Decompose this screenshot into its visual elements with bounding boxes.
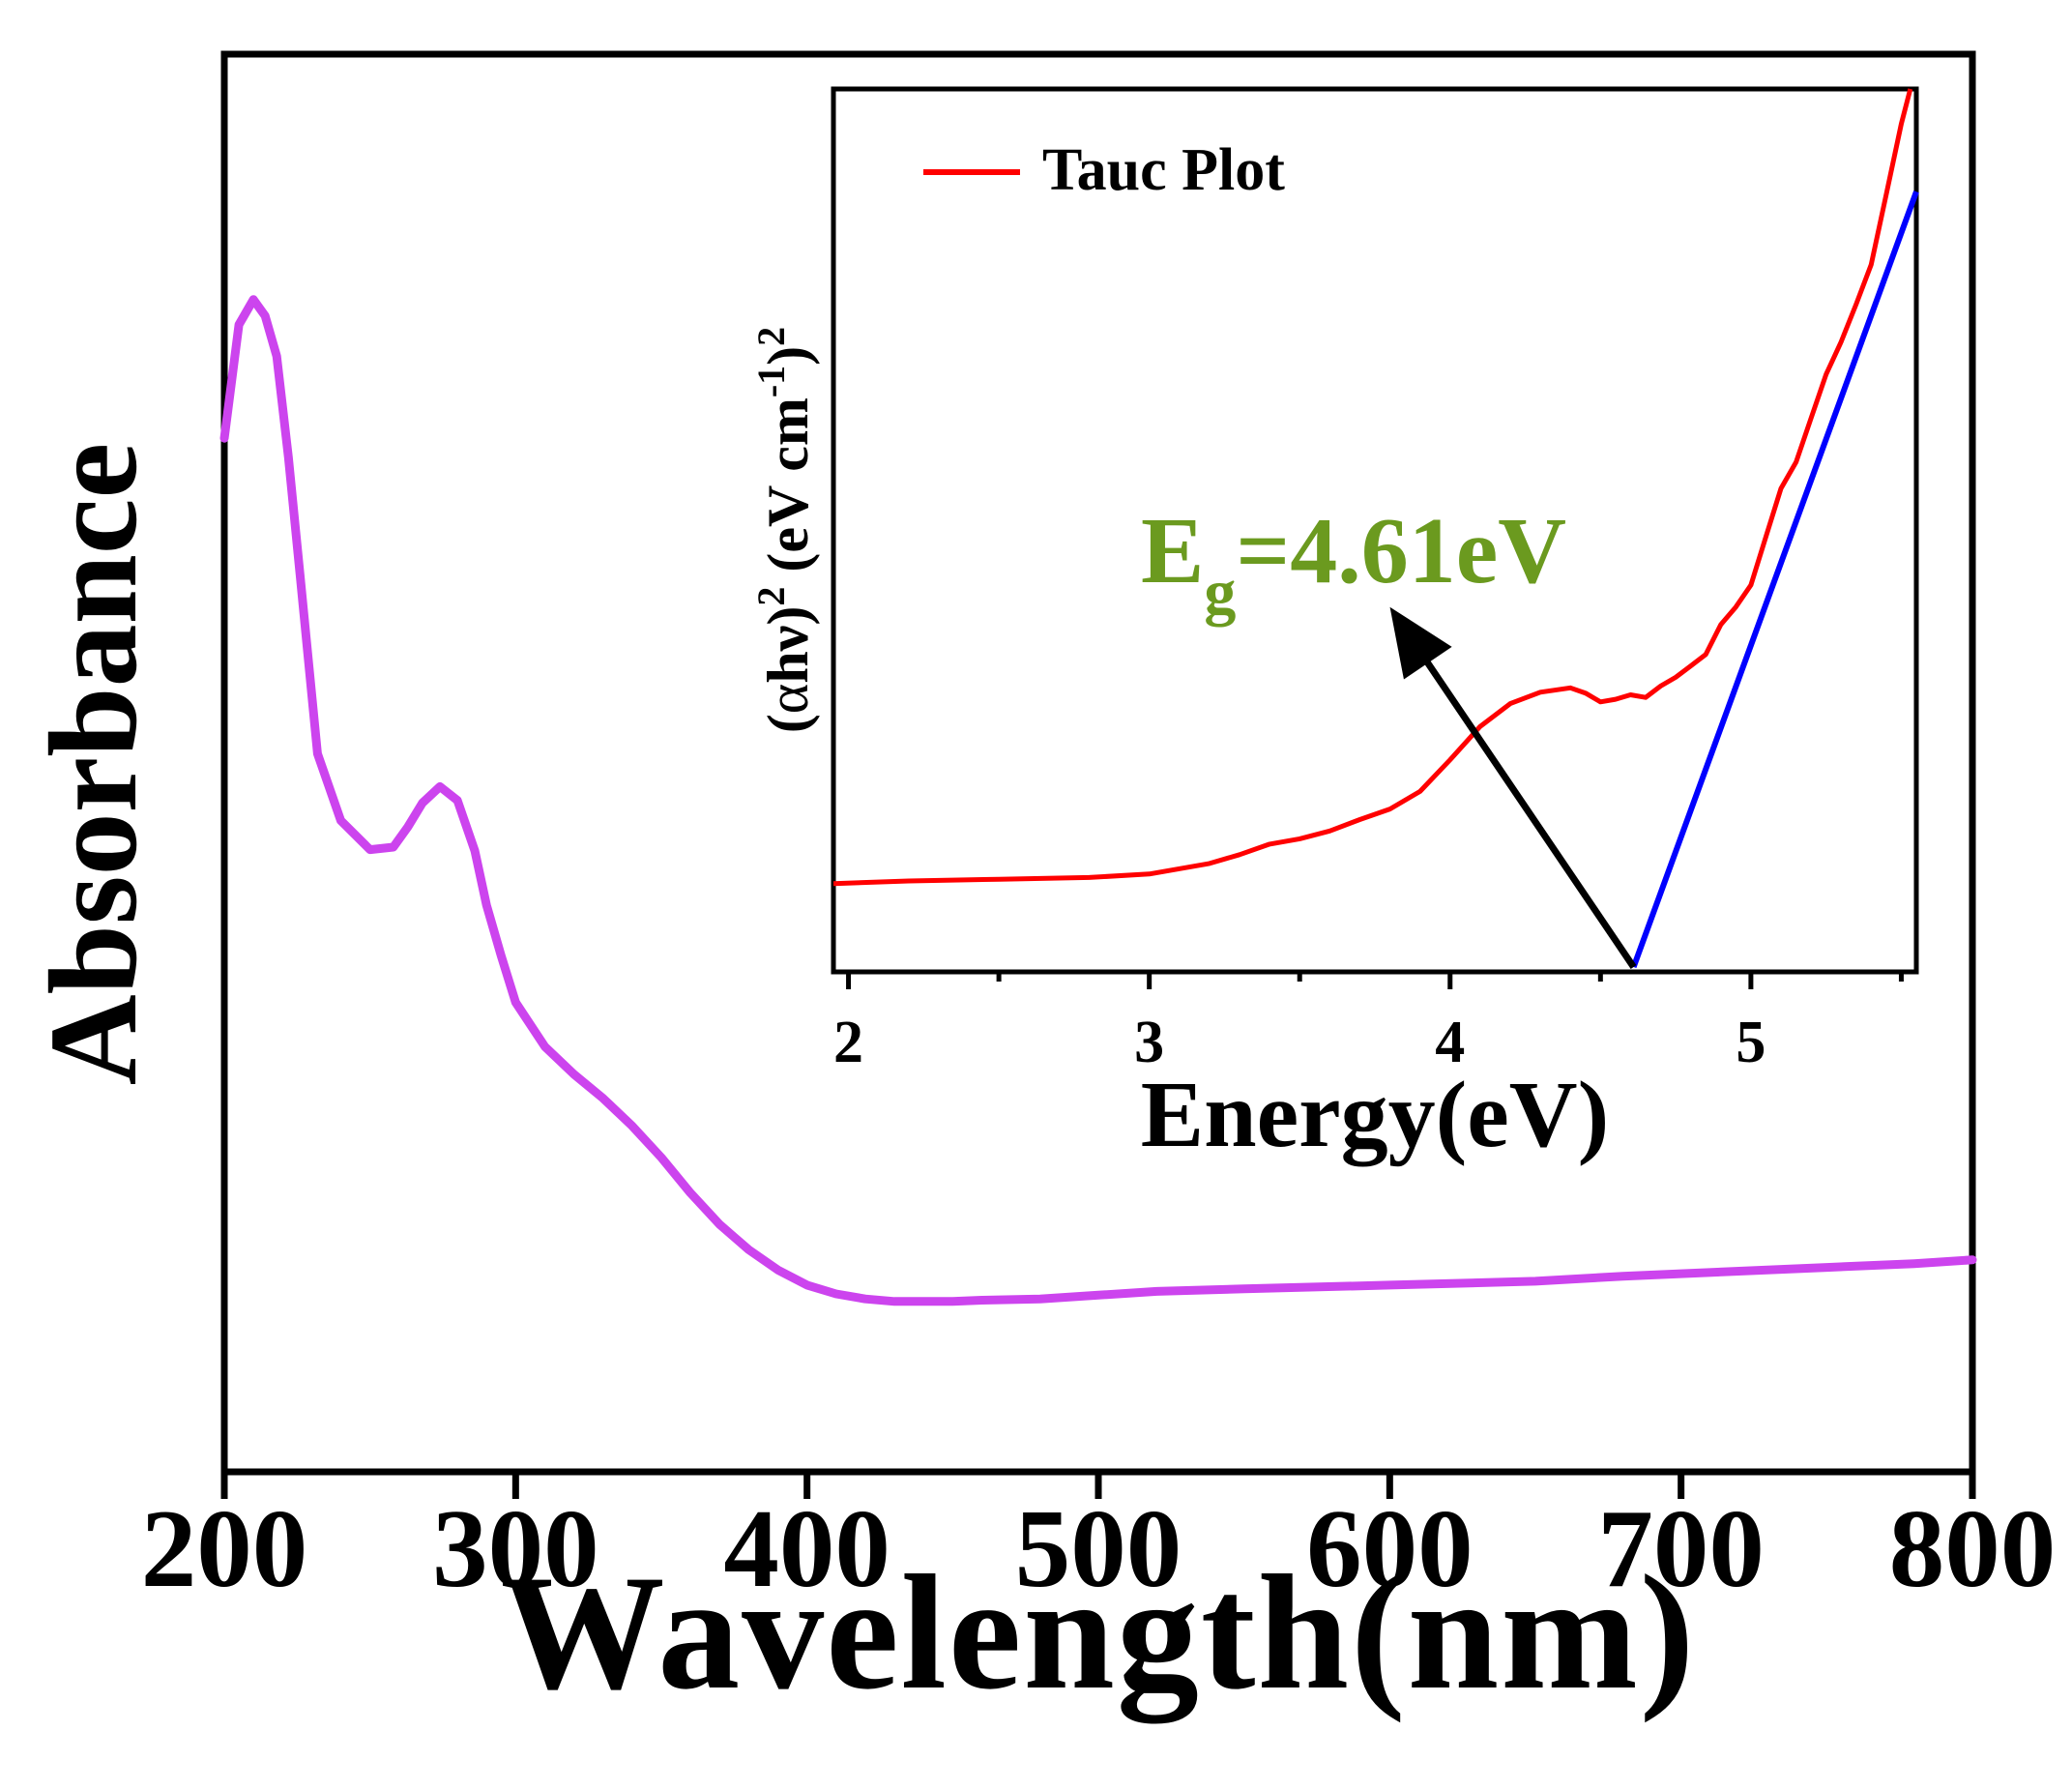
inset-annotation-eg: Eg=4.61eV: [1141, 499, 1566, 628]
eg-subscript: g: [1204, 557, 1236, 628]
inset-legend: Tauc Plot: [923, 137, 1285, 203]
main-x-tick-label: 600: [1306, 1487, 1474, 1610]
ylabel-hv: hν): [756, 606, 820, 684]
ylabel-sup3: 2: [749, 327, 793, 346]
inset-linear-fit-line: [1630, 191, 1919, 969]
ylabel-mid: (eV cm: [756, 397, 820, 586]
ylabel-open: (: [756, 714, 820, 733]
inset-annotation-arrowhead: [1389, 606, 1452, 680]
main-x-tick-label: 300: [432, 1487, 599, 1610]
inset-x-tick-label: 4: [1435, 1010, 1465, 1075]
eg-symbol: E: [1141, 499, 1204, 603]
inset-x-tick-label: 3: [1134, 1010, 1164, 1075]
main-x-tick-label: 500: [1015, 1487, 1182, 1610]
inset-annotation-arrow: [1403, 629, 1637, 969]
legend-label-tauc: Tauc Plot: [1042, 137, 1285, 203]
main-x-tick-label: 200: [141, 1487, 308, 1610]
main-x-tick-label: 700: [1597, 1487, 1765, 1610]
ylabel-close: ): [756, 346, 820, 366]
inset-x-ticks: [846, 972, 1904, 989]
inset-tauc-curve: [832, 88, 1913, 887]
main-absorbance-curve: [219, 295, 1977, 1306]
main-chart: 200 300 400 500 600 700 800 Wavelength(nm) Abs…: [24, 50, 2057, 1723]
main-x-ticks: [220, 1472, 1976, 1499]
inset-x-axis-label: Energy(eV): [1141, 1063, 1609, 1167]
main-x-tick-labels: 200 300 400 500 600 700 800: [141, 1487, 2057, 1610]
inset-y-axis-label: (αhν)2 (eV cm-1)2: [749, 327, 820, 733]
inset-plot-frame: [831, 86, 1919, 975]
ylabel-sup2: -1: [749, 366, 793, 397]
inset-x-tick-labels: 2 3 4 5: [833, 1010, 1766, 1075]
main-x-tick-label: 800: [1889, 1487, 2057, 1610]
main-y-axis-label: Absorbance: [24, 443, 163, 1085]
main-x-tick-label: 400: [723, 1487, 890, 1610]
main-x-axis-label: Wavelength(nm): [501, 1541, 1697, 1723]
ylabel-sup1: 2: [749, 587, 793, 606]
inset-x-tick-label: 5: [1736, 1010, 1766, 1075]
eg-value: =4.61eV: [1236, 499, 1566, 603]
inset-x-tick-label: 2: [833, 1010, 863, 1075]
inset-chart: 2 3 4 5 Tauc Plot Eg=4.61eV Energy(eV) (αhν…: [749, 86, 1919, 1167]
ylabel-alpha: α: [756, 684, 820, 714]
